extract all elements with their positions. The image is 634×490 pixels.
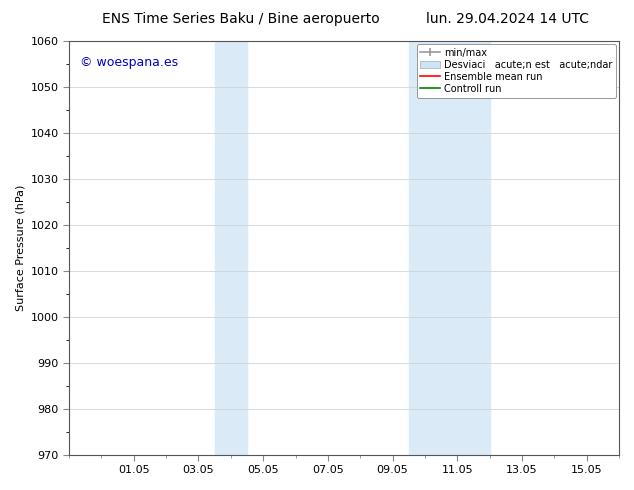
Bar <box>409 41 441 455</box>
Bar <box>441 41 489 455</box>
Bar <box>215 41 231 455</box>
Bar <box>231 41 247 455</box>
Text: © woespana.es: © woespana.es <box>80 55 178 69</box>
Legend: min/max, Desviaci   acute;n est   acute;ndar, Ensemble mean run, Controll run: min/max, Desviaci acute;n est acute;ndar… <box>417 44 616 98</box>
Text: ENS Time Series Baku / Bine aeropuerto: ENS Time Series Baku / Bine aeropuerto <box>102 12 380 26</box>
Y-axis label: Surface Pressure (hPa): Surface Pressure (hPa) <box>15 185 25 311</box>
Text: lun. 29.04.2024 14 UTC: lun. 29.04.2024 14 UTC <box>425 12 589 26</box>
